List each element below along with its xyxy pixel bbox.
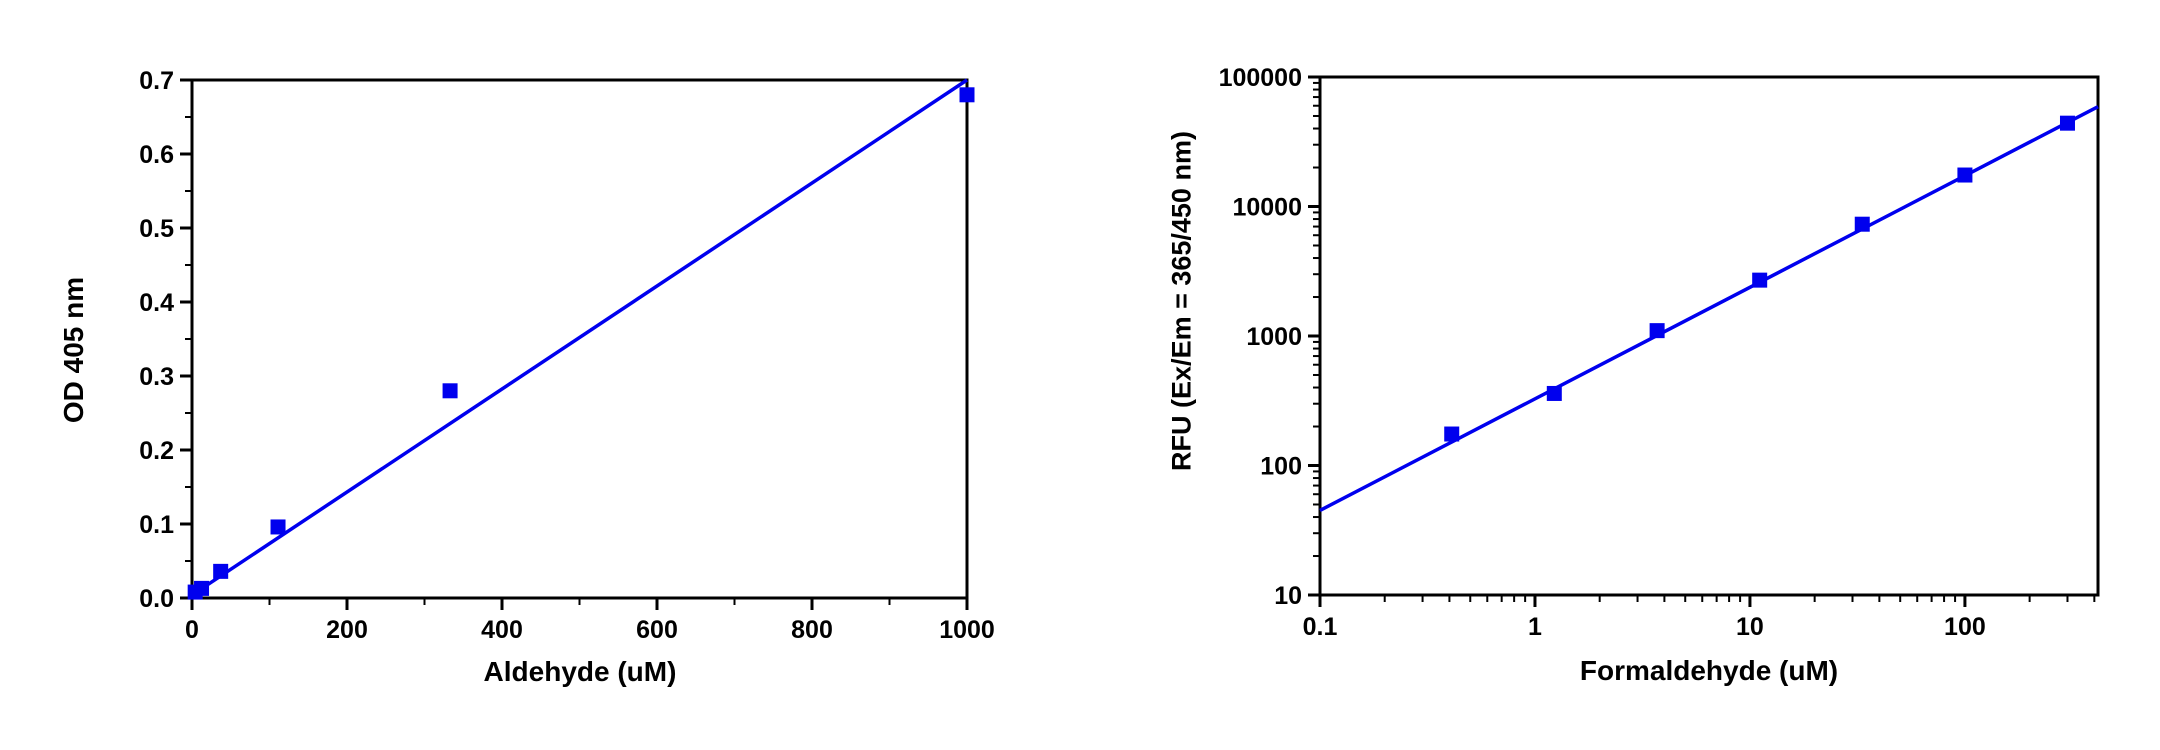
data-point-marker [959,87,975,103]
x-tick-label: 100 [1944,613,1986,641]
trendline [191,78,968,597]
data-point-marker [2059,115,2075,131]
y-tick-label: 1000 [1246,323,1302,351]
x-tick-label: 600 [636,616,678,644]
y-tick-label: 0.4 [139,289,174,317]
x-tick-label: 0.1 [1303,613,1338,641]
x-tick-label: 800 [791,616,833,644]
data-point-marker [213,563,229,579]
y-tick-label: 100 [1260,453,1302,481]
data-point-marker [442,383,458,399]
data-point-marker [270,519,286,535]
x-tick-label: 1000 [939,616,995,644]
left-chart-plot: 0 200 400 600 800 1000 0.0 0.1 0.2 0.3 0.4 0.5 0.6 0.… [139,67,995,644]
x-tick-label: 400 [481,616,523,644]
x-tick-label: 0 [185,616,199,644]
y-tick-label: 0.6 [139,141,174,169]
y-tick-label: 10 [1274,582,1302,610]
data-point-marker [1649,323,1665,339]
y-tick-label: 0.3 [139,363,174,391]
y-tick-label: 0.1 [139,511,174,539]
y-tick-label: 10000 [1232,194,1302,222]
plot-frame [1318,75,2100,597]
right-chart-y-axis-title: RFU (Ex/Em = 365/450 nm) [1166,131,1197,471]
y-tick-label: 0.0 [139,585,174,613]
left-chart-x-axis-title: Aldehyde (uM) [483,656,677,687]
right-chart-plot: 0.1 1 10 100 10 100 1000 10000 100000 [1219,64,2100,641]
data-point-marker [1957,167,1973,183]
left-chart-y-axis-title: OD 405 nm [58,276,89,424]
data-point-marker [1444,426,1460,442]
y-tick-label: 0.5 [139,215,174,243]
x-tick-label: 200 [326,616,368,644]
data-point-marker [1546,385,1562,401]
right-chart: 0.1 1 10 100 10 100 1000 10000 100000 RFU (Ex/Em… [1080,0,2160,750]
left-chart: 0 200 400 600 800 1000 0.0 0.1 0.2 0.3 0.4 0.5 0.6 0.… [58,67,995,687]
data-point-marker [194,580,210,596]
right-chart-x-axis-title: Formaldehyde (uM) [1579,655,1839,686]
trendline [1319,105,2099,512]
data-point-marker [1752,272,1768,288]
data-point-marker [1854,216,1870,232]
x-tick-label: 10 [1736,613,1764,641]
y-tick-label: 100000 [1219,64,1302,92]
y-tick-label: 0.7 [139,67,174,95]
x-tick-label: 1 [1528,613,1542,641]
y-tick-label: 0.2 [139,437,174,465]
